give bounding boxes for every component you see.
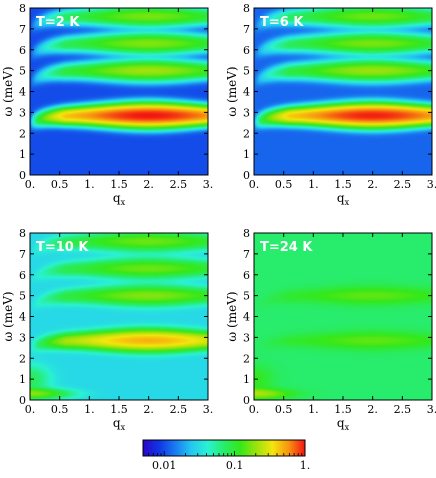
x-tick-label: 2.	[367, 178, 378, 191]
x-axis-label: qx	[337, 191, 350, 207]
x-tick-label: 1.5	[110, 178, 128, 191]
x-tick-label: 0.	[249, 178, 260, 191]
y-tick-label: 0	[19, 169, 26, 182]
y-tick-label: 3	[19, 106, 26, 119]
x-tick-label: 1.	[308, 403, 319, 416]
panel-label: T=10 K	[36, 240, 89, 255]
x-tick-label: 1.5	[334, 178, 352, 191]
y-tick-label: 1	[243, 148, 250, 161]
y-tick-label: 8	[243, 227, 250, 240]
x-tick-label: 1.	[84, 178, 95, 191]
y-tick-label: 3	[243, 331, 250, 344]
x-tick-label: 2.5	[394, 178, 412, 191]
x-axis-label: qx	[113, 191, 126, 207]
y-tick-label: 0	[19, 394, 26, 407]
x-tick-label: 0.	[25, 178, 36, 191]
x-tick-label: 2.5	[170, 178, 188, 191]
y-tick-label: 5	[19, 290, 26, 303]
heatmap-panel: 0. 0.5 1. 1.5 2. 2.5 3. 0 1 2 3 4 5 6 7 8 qx ω (meV) T=24 …	[225, 227, 436, 432]
y-tick-label: 6	[243, 44, 250, 57]
heatmap-panel: 0. 0.5 1. 1.5 2. 2.5 3. 0 1 2 3 4 5 6 7 8 qx ω (meV) T=10 …	[1, 227, 213, 432]
x-tick-label: 3.	[427, 178, 436, 191]
x-tick-label: 3.	[427, 403, 436, 416]
panel-label: T=24 K	[260, 240, 313, 255]
y-tick-label: 5	[243, 290, 250, 303]
y-tick-label: 3	[19, 331, 26, 344]
y-axis-label: ω (meV)	[225, 66, 239, 116]
y-tick-label: 6	[19, 269, 26, 282]
x-tick-label: 0.5	[51, 403, 69, 416]
y-tick-label: 7	[243, 23, 250, 36]
x-tick-label: 2.5	[170, 403, 188, 416]
y-tick-label: 6	[19, 44, 26, 57]
y-tick-label: 4	[243, 86, 250, 99]
y-tick-label: 5	[243, 65, 250, 78]
x-tick-label: 1.5	[334, 403, 352, 416]
x-tick-label: 2.	[143, 178, 154, 191]
x-axis-label: qx	[337, 416, 350, 432]
y-tick-label: 7	[19, 23, 26, 36]
colorbar-tick-label: 1.	[300, 459, 311, 472]
heatmap-image	[254, 233, 432, 400]
x-tick-label: 0.5	[51, 178, 69, 191]
y-tick-label: 0	[243, 394, 250, 407]
y-axis-label: ω (meV)	[1, 66, 15, 116]
y-tick-label: 3	[243, 106, 250, 119]
y-tick-label: 2	[243, 352, 250, 365]
x-tick-label: 3.	[203, 403, 214, 416]
y-tick-label: 4	[243, 311, 250, 324]
y-tick-label: 5	[19, 65, 26, 78]
x-tick-label: 3.	[203, 178, 214, 191]
y-axis-label: ω (meV)	[1, 291, 15, 341]
x-tick-label: 0.5	[275, 178, 293, 191]
panel-label: T=2 K	[36, 15, 80, 30]
heatmap-image	[30, 8, 208, 175]
x-tick-label: 2.	[143, 403, 154, 416]
y-tick-label: 7	[19, 248, 26, 261]
x-tick-label: 1.	[84, 403, 95, 416]
y-tick-label: 4	[19, 86, 26, 99]
x-tick-label: 1.	[308, 178, 319, 191]
y-tick-label: 2	[243, 127, 250, 140]
x-axis-label: qx	[113, 416, 126, 432]
x-tick-label: 0.5	[275, 403, 293, 416]
y-tick-label: 7	[243, 248, 250, 261]
x-tick-label: 0.	[249, 403, 260, 416]
heatmap-panel: 0. 0.5 1. 1.5 2. 2.5 3. 0 1 2 3 4 5 6 7 8 qx ω (meV) T=6 K	[225, 2, 436, 207]
heatmap-panel: 0. 0.5 1. 1.5 2. 2.5 3. 0 1 2 3 4 5 6 7 8 qx ω (meV) T=2 K	[1, 2, 213, 207]
colorbar-tick-label: 0.1	[226, 459, 244, 472]
x-tick-label: 2.5	[394, 403, 412, 416]
x-tick-label: 1.5	[110, 403, 128, 416]
y-tick-label: 1	[243, 373, 250, 386]
x-tick-label: 2.	[367, 403, 378, 416]
y-tick-label: 1	[19, 373, 26, 386]
y-tick-label: 2	[19, 352, 26, 365]
panel-label: T=6 K	[260, 15, 304, 30]
y-tick-label: 6	[243, 269, 250, 282]
y-tick-label: 4	[19, 311, 26, 324]
heatmap-image	[254, 8, 432, 175]
y-tick-label: 2	[19, 127, 26, 140]
colorbar: 0.01 0.1 1.	[142, 439, 311, 472]
y-axis-label: ω (meV)	[225, 291, 239, 341]
x-tick-label: 0.	[25, 403, 36, 416]
y-tick-label: 1	[19, 148, 26, 161]
heatmap-image	[30, 233, 208, 400]
y-tick-label: 8	[19, 227, 26, 240]
colorbar-tick-label: 0.01	[152, 459, 177, 472]
y-tick-label: 8	[19, 2, 26, 15]
y-tick-label: 8	[243, 2, 250, 15]
y-tick-label: 0	[243, 169, 250, 182]
